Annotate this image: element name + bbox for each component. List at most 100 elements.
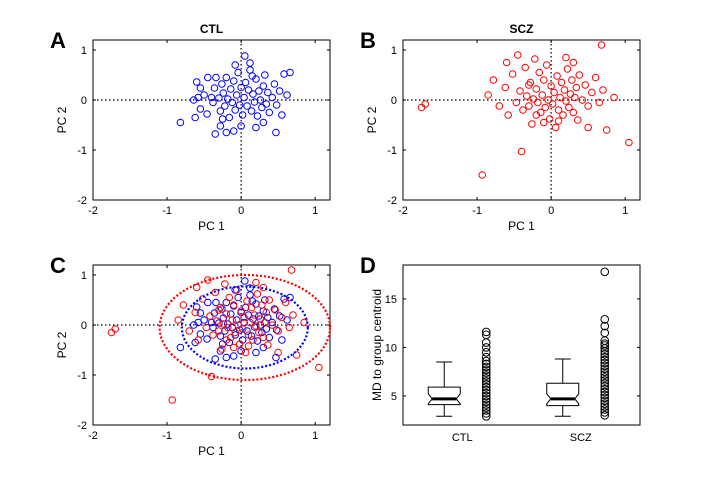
y-tick-label: 0 bbox=[391, 95, 397, 107]
y-tick-label: 1 bbox=[391, 45, 397, 57]
data-point bbox=[176, 343, 185, 352]
outlier-point bbox=[481, 338, 491, 347]
y-tick-label: 1 bbox=[81, 270, 87, 282]
data-point bbox=[234, 321, 242, 329]
data-point bbox=[252, 278, 260, 287]
outlier-point bbox=[600, 358, 610, 368]
data-point bbox=[578, 96, 587, 104]
data-point bbox=[525, 81, 533, 89]
data-point bbox=[246, 59, 254, 67]
data-point bbox=[261, 71, 269, 79]
data-point bbox=[270, 305, 279, 313]
data-point bbox=[563, 65, 572, 73]
data-point bbox=[196, 309, 205, 317]
data-point bbox=[528, 120, 536, 128]
data-point bbox=[196, 105, 205, 113]
data-point bbox=[259, 118, 268, 127]
outlier-point bbox=[481, 397, 491, 407]
data-point bbox=[531, 55, 539, 63]
y-tick-label: -1 bbox=[387, 145, 397, 157]
data-point bbox=[248, 72, 257, 80]
data-point bbox=[495, 102, 504, 110]
data-point bbox=[283, 91, 291, 99]
data-point bbox=[238, 111, 247, 119]
data-point bbox=[202, 323, 211, 332]
outlier-point bbox=[600, 405, 610, 414]
data-point bbox=[554, 106, 563, 114]
data-point bbox=[196, 84, 205, 92]
outlier-point bbox=[481, 327, 491, 337]
outlier-point bbox=[481, 359, 491, 369]
data-point bbox=[218, 80, 226, 88]
outlier-point bbox=[600, 355, 610, 365]
data-point bbox=[232, 316, 241, 324]
plot-frame bbox=[92, 264, 331, 426]
data-point bbox=[174, 316, 182, 324]
data-point bbox=[192, 78, 201, 86]
data-point bbox=[562, 53, 570, 62]
y-axis-label: PC 2 bbox=[55, 331, 69, 358]
data-point bbox=[484, 91, 492, 99]
outlier-point bbox=[600, 361, 610, 371]
data-point bbox=[259, 283, 268, 292]
outlier-point bbox=[600, 393, 610, 403]
data-point bbox=[247, 107, 256, 115]
data-point bbox=[218, 345, 226, 353]
panel-C: -2 -1 0 1 -2 -1 0 1 PC 1 PC 2 C bbox=[50, 253, 332, 458]
data-point bbox=[203, 276, 212, 284]
data-point bbox=[315, 363, 323, 372]
y-tick-label: -1 bbox=[77, 370, 87, 382]
data-point bbox=[191, 308, 200, 317]
data-point bbox=[249, 90, 257, 98]
data-point bbox=[556, 93, 564, 102]
outlier-point bbox=[600, 381, 610, 391]
data-point bbox=[504, 111, 512, 119]
data-point bbox=[221, 280, 229, 288]
data-point bbox=[595, 98, 604, 107]
outlier-point bbox=[481, 347, 491, 357]
confidence-ellipse bbox=[158, 273, 332, 382]
data-point bbox=[212, 298, 220, 307]
data-point bbox=[539, 118, 548, 127]
data-point bbox=[216, 107, 225, 115]
data-point bbox=[207, 372, 216, 381]
data-point bbox=[203, 73, 212, 82]
outlier-point bbox=[481, 411, 491, 421]
outlier-point bbox=[481, 382, 491, 392]
y-tick-label: 0 bbox=[81, 320, 87, 332]
data-point bbox=[234, 293, 242, 302]
data-point bbox=[252, 348, 260, 357]
data-point bbox=[189, 321, 198, 329]
data-point bbox=[219, 89, 228, 97]
data-point bbox=[235, 340, 244, 348]
data-point bbox=[584, 123, 592, 132]
data-point bbox=[262, 325, 271, 333]
y-tick-label: 1 bbox=[81, 45, 87, 57]
outlier-point bbox=[481, 362, 491, 372]
data-point bbox=[222, 128, 231, 137]
data-point bbox=[252, 322, 260, 330]
data-point bbox=[229, 301, 238, 309]
data-point bbox=[591, 73, 600, 82]
data-point bbox=[516, 87, 524, 95]
y-axis-label: MD to group centroid bbox=[370, 289, 384, 401]
data-point bbox=[228, 98, 237, 107]
outlier-point bbox=[600, 315, 610, 324]
panel-letter: D bbox=[360, 253, 376, 278]
data-point bbox=[285, 323, 294, 332]
outlier-point bbox=[481, 343, 491, 352]
data-point bbox=[275, 312, 284, 320]
plot-frame bbox=[402, 39, 641, 201]
data-point bbox=[222, 353, 231, 362]
data-point bbox=[259, 333, 268, 342]
outlier-point bbox=[600, 349, 610, 359]
data-point bbox=[532, 85, 541, 93]
data-point bbox=[198, 295, 207, 303]
outlier-point bbox=[600, 321, 610, 331]
data-point bbox=[247, 303, 256, 312]
data-point bbox=[529, 95, 538, 103]
data-point bbox=[287, 266, 296, 274]
data-point bbox=[550, 88, 558, 97]
y-tick-label: 0 bbox=[81, 95, 87, 107]
x-tick-label: -1 bbox=[162, 430, 172, 442]
